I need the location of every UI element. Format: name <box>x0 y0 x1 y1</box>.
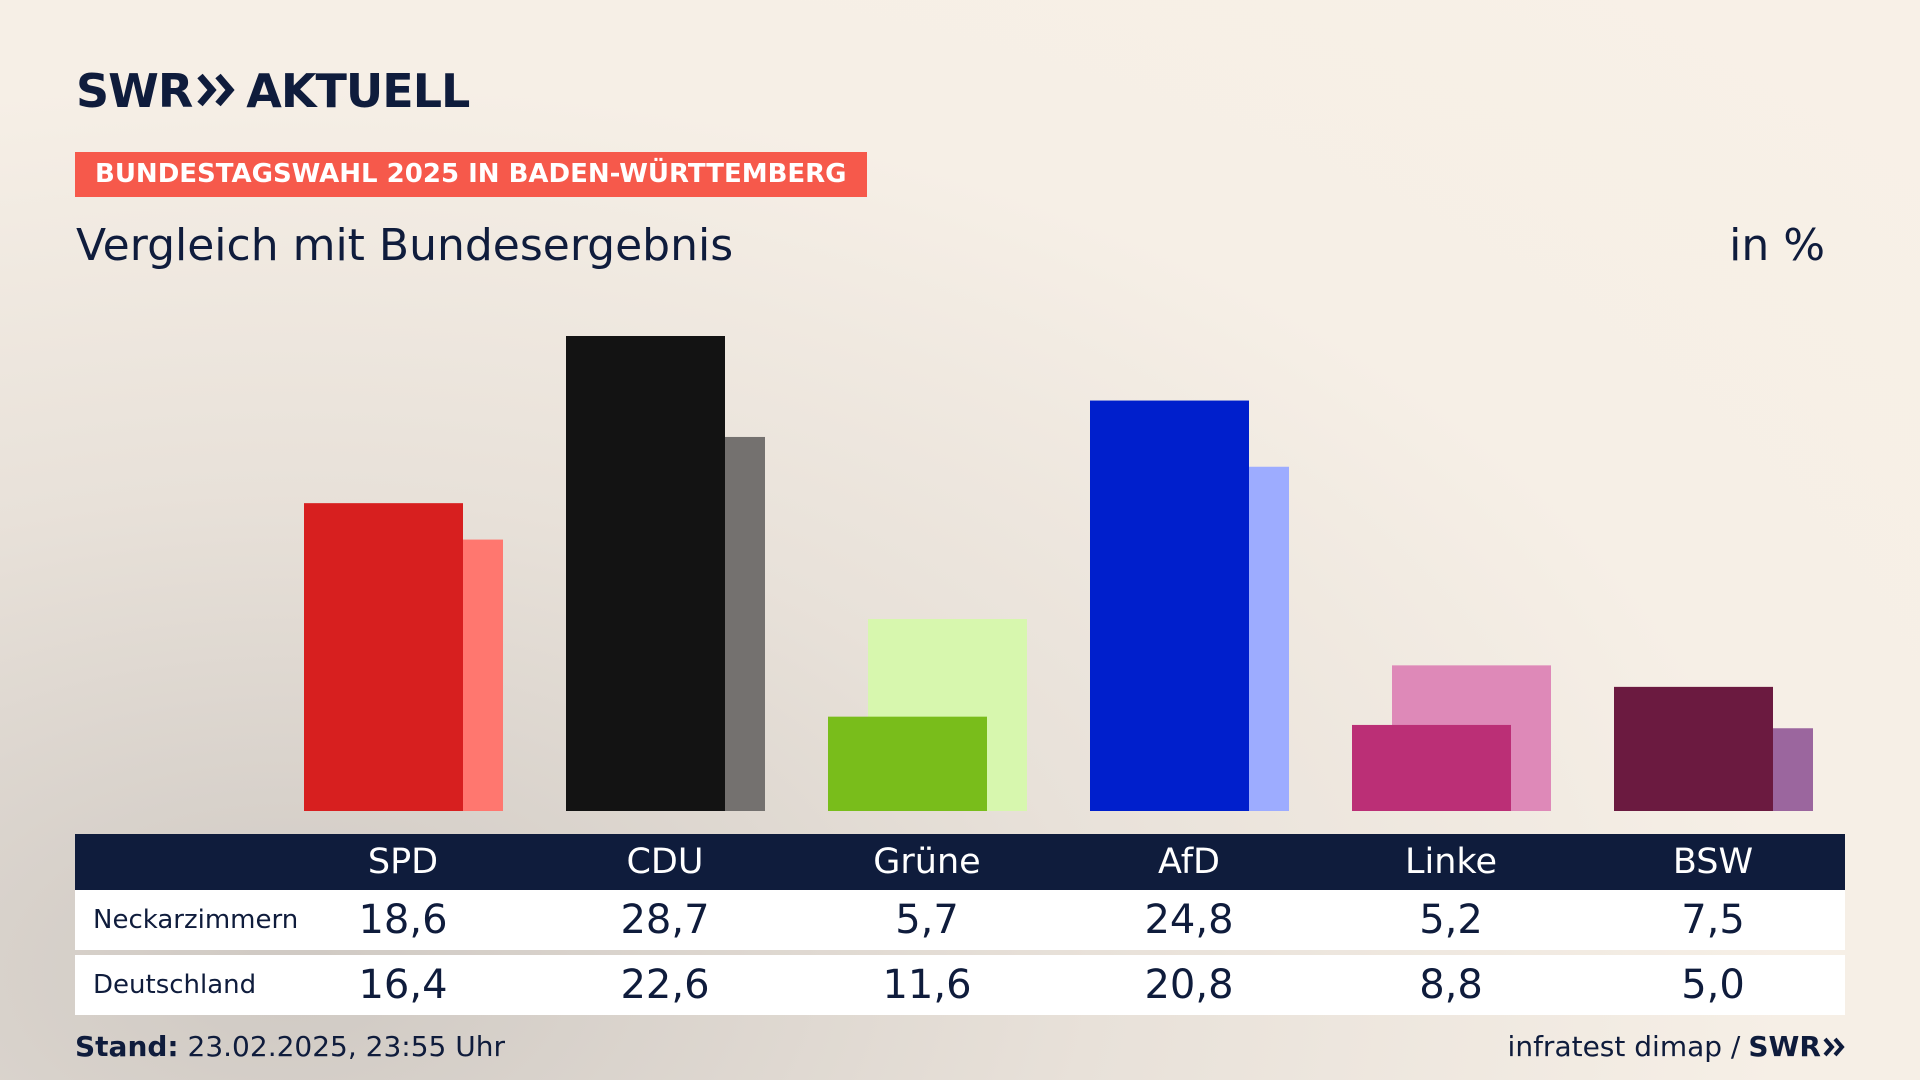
brand-suffix: AKTUELL <box>246 64 470 118</box>
table-row: Neckarzimmern 18,6 28,7 5,7 24,8 5,2 7,5 <box>75 890 1845 950</box>
table-body: Neckarzimmern 18,6 28,7 5,7 24,8 5,2 7,5 Deutsc… <box>75 890 1845 1015</box>
small-double-chevron-icon <box>1823 1037 1845 1056</box>
column-header-afd: AfD <box>1158 842 1220 882</box>
source-credit: infratest dimap / SWR <box>1508 1030 1845 1063</box>
bar-neckarzimmern-grüne <box>828 716 987 811</box>
value-cell: 22,6 <box>620 962 710 1008</box>
bar-neckarzimmern-cdu <box>566 336 725 811</box>
value-cell: 28,7 <box>620 897 710 943</box>
table-row: Deutschland 16,4 22,6 11,6 20,8 8,8 5,0 <box>75 955 1845 1015</box>
column-header-cdu: CDU <box>626 842 704 882</box>
table-header: SPD CDU Grüne AfD Linke BSW <box>75 834 1845 890</box>
source-text: infratest dimap / <box>1507 1030 1741 1063</box>
value-cell: 20,8 <box>1144 962 1234 1008</box>
value-cell: 5,2 <box>1419 897 1483 943</box>
bar-chart <box>304 336 1813 811</box>
results-table: SPD CDU Grüne AfD Linke BSW Neckarzimmern 18,6… <box>75 834 1845 1015</box>
stand-label: Stand: <box>75 1030 179 1063</box>
chart-subtitle: Vergleich mit Bundesergebnis <box>76 220 734 271</box>
value-cell: 8,8 <box>1419 962 1483 1008</box>
value-cell: 24,8 <box>1144 897 1234 943</box>
column-header-bsw: BSW <box>1672 842 1754 882</box>
election-badge: BUNDESTAGSWAHL 2025 IN BADEN-WÜRTTEMBERG <box>75 152 867 197</box>
bar-neckarzimmern-spd <box>304 503 463 811</box>
bar-neckarzimmern-linke <box>1352 724 1511 811</box>
timestamp: Stand: 23.02.2025, 23:55 Uhr <box>75 1030 505 1063</box>
value-cell: 18,6 <box>358 897 448 943</box>
bar-neckarzimmern-bsw <box>1614 686 1773 811</box>
row-label: Neckarzimmern <box>93 905 299 935</box>
brand-name: SWR <box>76 64 193 118</box>
value-cell: 5,0 <box>1681 962 1745 1008</box>
value-cell: 16,4 <box>358 962 448 1008</box>
value-cell: 7,5 <box>1681 897 1745 943</box>
swr-aktuell-logo: SWR AKTUELL <box>76 64 470 118</box>
row-label: Deutschland <box>93 970 257 1000</box>
value-cell: 11,6 <box>882 962 972 1008</box>
double-chevron-icon <box>196 64 236 118</box>
stand-value: 23.02.2025, 23:55 Uhr <box>187 1030 505 1063</box>
source-brand: SWR <box>1748 1030 1821 1063</box>
bar-neckarzimmern-afd <box>1090 400 1249 811</box>
value-cell: 5,7 <box>895 897 959 943</box>
column-header-linke: Linke <box>1405 842 1497 882</box>
column-header-grüne: Grüne <box>873 842 981 882</box>
column-header-spd: SPD <box>367 842 439 882</box>
swr-small-logo: SWR <box>1748 1030 1845 1063</box>
unit-label: in % <box>1729 220 1825 271</box>
